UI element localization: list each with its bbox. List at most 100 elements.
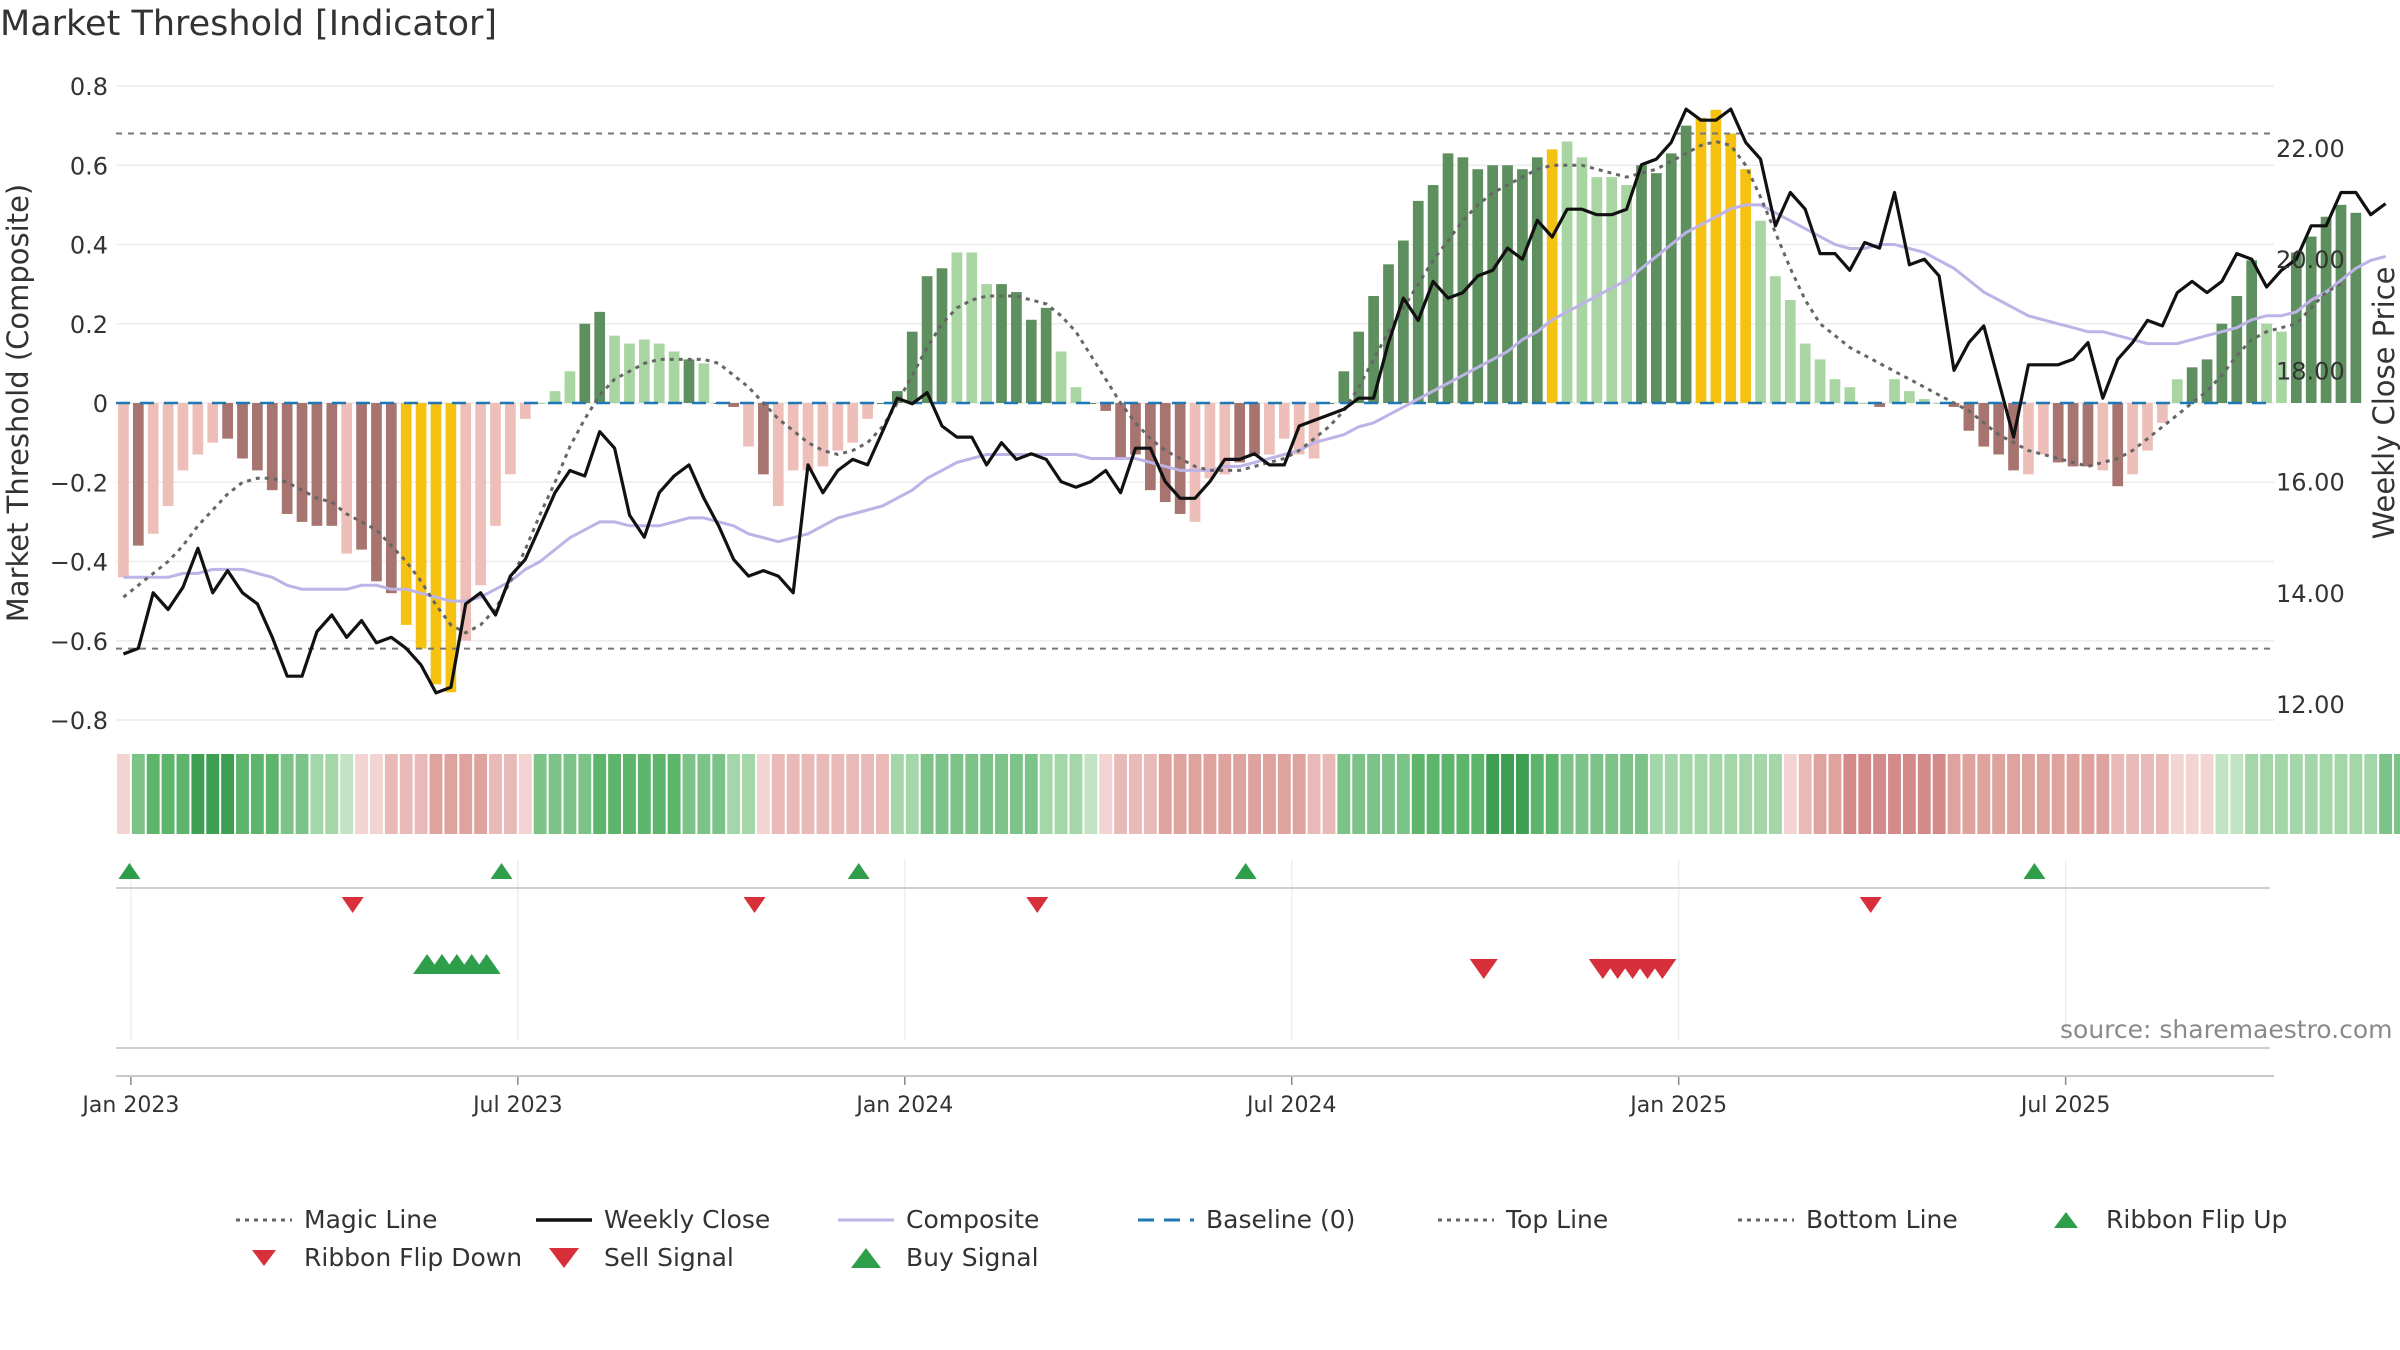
ribbon-flip-up-marker bbox=[118, 863, 141, 879]
composite-bar bbox=[1025, 319, 1037, 403]
composite-bar bbox=[1502, 165, 1513, 403]
ribbon-cell bbox=[2334, 754, 2348, 834]
ribbon-cell bbox=[548, 754, 562, 834]
legend-item: Ribbon Flip Up bbox=[2038, 1205, 2287, 1234]
ribbon-cell bbox=[1114, 754, 1128, 834]
composite-bar bbox=[2097, 403, 2109, 471]
composite-bar bbox=[1591, 177, 1603, 403]
composite-bar bbox=[1859, 403, 1871, 404]
composite-bar bbox=[2246, 260, 2258, 403]
ribbon-cell bbox=[1739, 754, 1753, 834]
composite-bar bbox=[1933, 403, 1945, 404]
ribbon-cell bbox=[2021, 754, 2035, 834]
ribbon-cell bbox=[682, 754, 696, 834]
composite-bar bbox=[1383, 264, 1394, 403]
composite-bar bbox=[2290, 252, 2302, 403]
y2-tick-label: 14.00 bbox=[2276, 580, 2345, 608]
composite-bar bbox=[594, 311, 606, 403]
ribbon-cell bbox=[2364, 754, 2378, 834]
ribbon-cell bbox=[2304, 754, 2318, 834]
ribbon-cell bbox=[2319, 754, 2333, 834]
composite-bar bbox=[1249, 403, 1260, 455]
ribbon-cell bbox=[176, 754, 190, 834]
ribbon-cell bbox=[1143, 754, 1157, 834]
composite-bar bbox=[1978, 403, 1990, 447]
ribbon-cell bbox=[310, 754, 324, 834]
composite-bar bbox=[1695, 117, 1707, 403]
composite-bar bbox=[1517, 169, 1528, 403]
composite-bar bbox=[2276, 331, 2287, 403]
composite-bar bbox=[1636, 165, 1647, 403]
composite-bar bbox=[147, 403, 159, 534]
composite-bar bbox=[564, 371, 576, 403]
composite-bar bbox=[1561, 141, 1573, 403]
ribbon-cell bbox=[2230, 754, 2244, 834]
composite-bar bbox=[2231, 296, 2243, 403]
composite-bar bbox=[1889, 379, 1900, 403]
ribbon-cell bbox=[1858, 754, 1872, 834]
ribbon-cell bbox=[2096, 754, 2110, 834]
ribbon-cell bbox=[429, 754, 443, 834]
ribbon-cell bbox=[2275, 754, 2288, 834]
composite-bar bbox=[326, 403, 338, 526]
ribbon-flip-down-marker bbox=[1026, 897, 1049, 913]
composite-bar bbox=[430, 403, 442, 685]
ribbon-cell bbox=[1352, 754, 1366, 834]
composite-bar bbox=[1398, 240, 1409, 403]
ribbon-cell bbox=[2200, 754, 2214, 834]
ribbon-cell bbox=[2141, 754, 2154, 834]
composite-bar bbox=[1338, 371, 1350, 403]
composite-bar bbox=[1144, 403, 1156, 491]
ribbon-flip-up-marker bbox=[1234, 863, 1257, 879]
legend-item: Weekly Close bbox=[536, 1205, 770, 1234]
ribbon-cell bbox=[786, 754, 800, 834]
ribbon-cell bbox=[1679, 754, 1693, 834]
ribbon-cell bbox=[608, 754, 622, 834]
triangle-down-icon bbox=[549, 1247, 579, 1268]
composite-bar bbox=[758, 403, 769, 475]
x-tick-label: Jul 2025 bbox=[2019, 1093, 2111, 1118]
ribbon-cell bbox=[1158, 754, 1172, 834]
composite-bar bbox=[2171, 379, 2183, 403]
ribbon-cell bbox=[1694, 754, 1708, 834]
ribbon-cell bbox=[1382, 754, 1395, 834]
legend-label: Ribbon Flip Up bbox=[2106, 1205, 2288, 1234]
composite-bar bbox=[1308, 403, 1320, 459]
y2-tick-label: 16.00 bbox=[2276, 469, 2345, 497]
legend-label: Composite bbox=[906, 1205, 1040, 1234]
ribbon-flip-up-marker bbox=[2023, 863, 2046, 879]
signal-markers bbox=[118, 863, 2046, 979]
legend-label: Buy Signal bbox=[906, 1243, 1039, 1272]
ribbon-cell bbox=[265, 754, 279, 834]
legend-item: Top Line bbox=[1438, 1205, 1608, 1234]
composite-bar bbox=[1576, 157, 1588, 403]
dotted-line-icon bbox=[1738, 1218, 1794, 1221]
ribbon-cell bbox=[697, 754, 711, 834]
ribbon-cell bbox=[2036, 754, 2050, 834]
ribbon-cell bbox=[131, 754, 145, 834]
composite-bar bbox=[2305, 236, 2317, 403]
composite-bar bbox=[490, 403, 501, 526]
ribbon-cell bbox=[1203, 754, 1217, 834]
composite-bar bbox=[311, 403, 323, 526]
chart-lines bbox=[116, 107, 2387, 695]
ribbon-cell bbox=[1620, 754, 1634, 834]
ribbon-cell bbox=[1039, 754, 1053, 834]
composite-bar bbox=[1368, 296, 1379, 403]
triangle-up-icon bbox=[851, 1247, 881, 1268]
ribbon-cell bbox=[1292, 754, 1306, 834]
ribbon-cell bbox=[2289, 754, 2303, 834]
composite-bar bbox=[1264, 403, 1275, 455]
ribbon-cell bbox=[1337, 754, 1351, 834]
ribbon-cell bbox=[861, 754, 875, 834]
composite-bar bbox=[2157, 403, 2168, 423]
x-tick-label: Jul 2024 bbox=[1245, 1093, 1337, 1118]
ribbon-cell bbox=[236, 754, 249, 834]
ribbon-cell bbox=[950, 754, 964, 834]
legend-row: Ribbon Flip Down Sell Signal Buy Signal bbox=[230, 1243, 2380, 1281]
composite-bar bbox=[624, 343, 635, 403]
composite-bar bbox=[1651, 173, 1662, 403]
composite-bar bbox=[2201, 359, 2213, 403]
ribbon-cell bbox=[1605, 754, 1619, 834]
ribbon-cell bbox=[2260, 754, 2273, 834]
